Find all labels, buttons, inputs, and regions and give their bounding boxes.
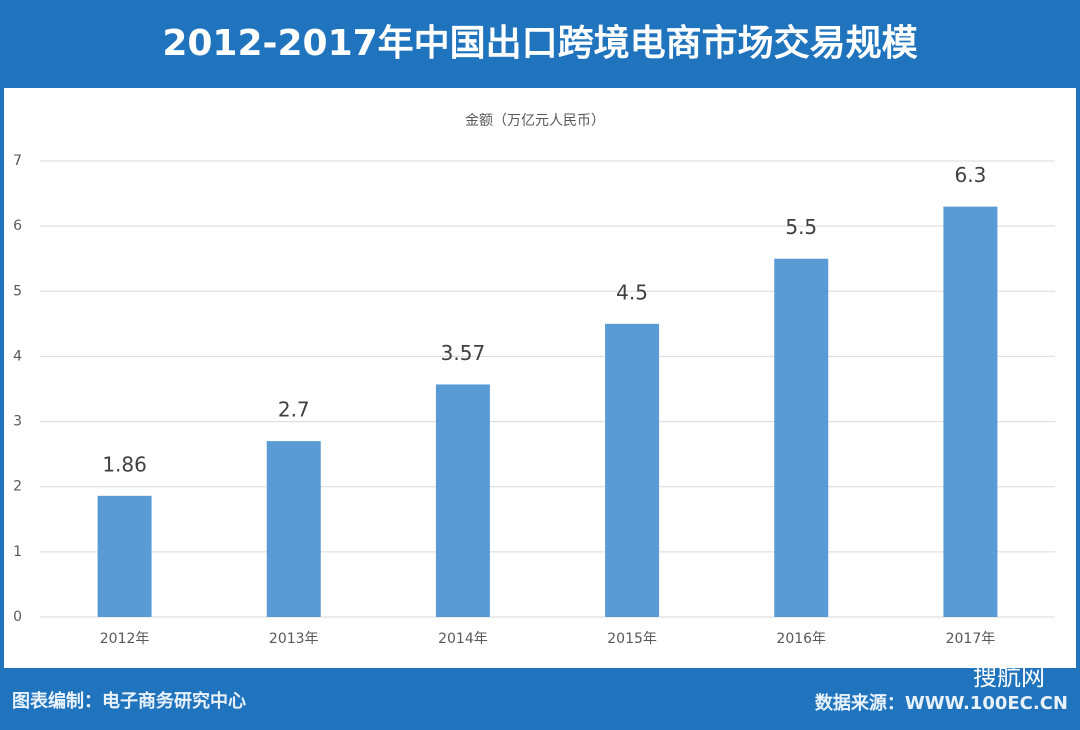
x-tick-label: 2012年: [100, 631, 150, 647]
y-tick-label: 3: [13, 414, 22, 430]
watermark: 搜航网: [973, 663, 1045, 691]
bar: [605, 323, 660, 617]
y-tick-label: 4: [13, 348, 22, 364]
y-tick-label: 5: [13, 283, 22, 299]
data-label: 1.86: [102, 452, 147, 476]
bar: [435, 384, 490, 617]
data-label: 2.7: [278, 398, 310, 422]
y-tick-label: 2: [13, 479, 22, 495]
data-label: 4.5: [616, 280, 648, 304]
chart-title: 2012-2017年中国出口跨境电商市场交易规模: [162, 22, 917, 64]
x-tick-label: 2013年: [269, 631, 319, 647]
footer-right: 数据来源：WWW.100EC.CN: [815, 692, 1068, 714]
x-tick-label: 2014年: [438, 631, 488, 647]
y-tick-label: 1: [13, 544, 22, 560]
y-tick-label: 7: [13, 153, 22, 169]
footer-left: 图表编制：电子商务研究中心: [12, 690, 246, 712]
bar: [266, 441, 321, 617]
y-tick-label: 6: [13, 218, 22, 234]
data-label: 6.3: [955, 163, 987, 187]
bar: [943, 206, 998, 617]
bar: [97, 495, 152, 617]
data-label: 5.5: [785, 215, 817, 239]
x-tick-label: 2017年: [946, 631, 996, 647]
plot-panel: [4, 88, 1076, 668]
y-axis-label: 金额（万亿元人民币）: [465, 113, 605, 129]
y-tick-label: 0: [13, 609, 22, 625]
x-tick-label: 2015年: [607, 631, 657, 647]
bar: [774, 258, 829, 617]
data-label: 3.57: [441, 341, 486, 365]
x-tick-label: 2016年: [776, 631, 826, 647]
